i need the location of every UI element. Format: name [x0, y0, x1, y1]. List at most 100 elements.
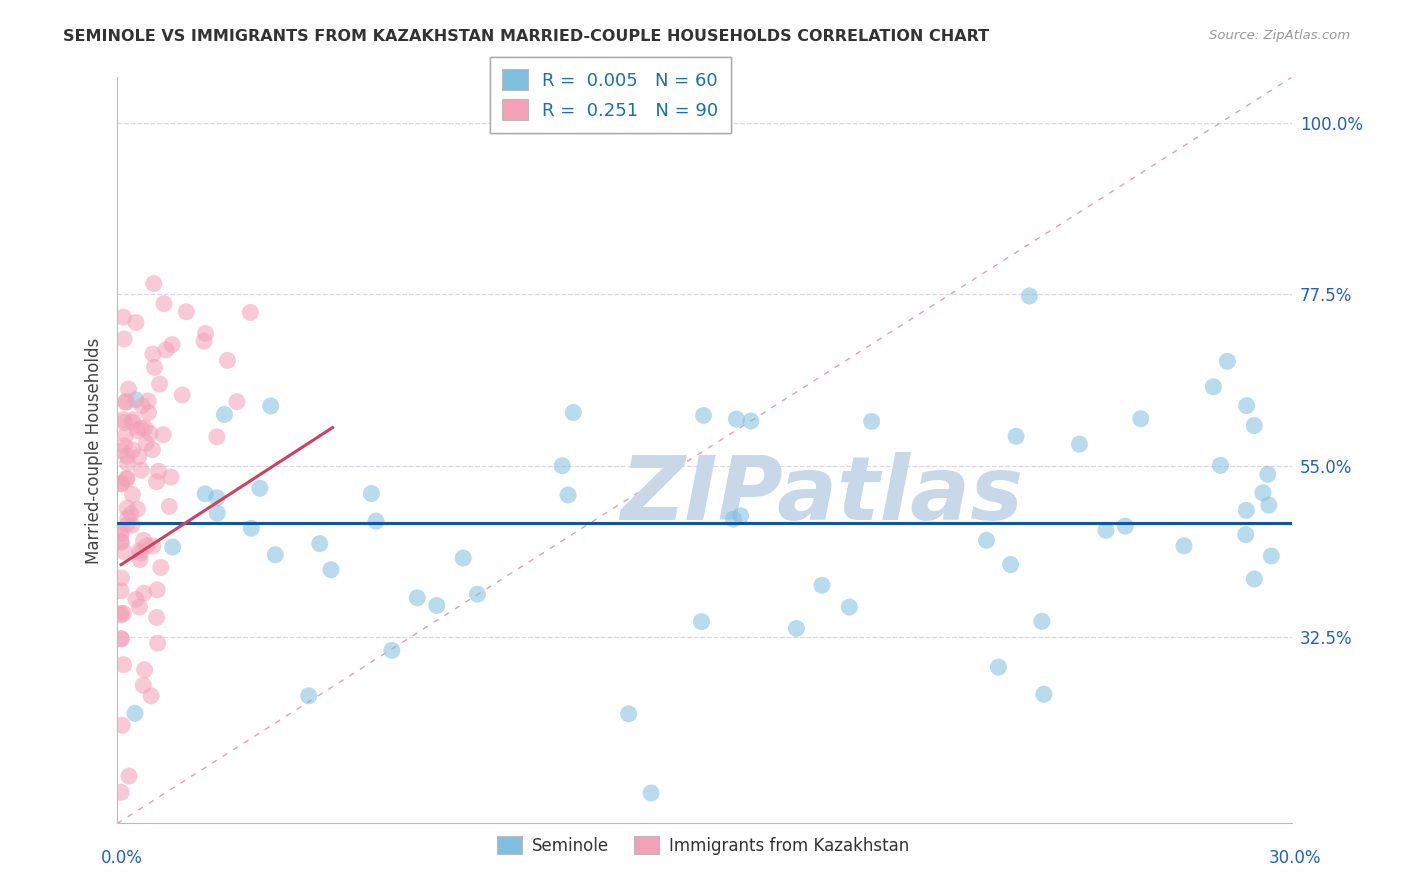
Point [381, 643, 404, 657]
Point [467, 587, 489, 601]
Point [155, 343, 177, 357]
Point [127, 502, 149, 516]
Point [136, 394, 159, 409]
Point [217, 353, 239, 368]
Point [451, 551, 474, 566]
Point [141, 442, 163, 457]
Point [132, 678, 155, 692]
Point [128, 450, 150, 464]
Point [148, 377, 170, 392]
Text: SEMINOLE VS IMMIGRANTS FROM KAZAKHSTAN MARRIED-COUPLE HOUSEHOLDS CORRELATION CHA: SEMINOLE VS IMMIGRANTS FROM KAZAKHSTAN M… [63, 29, 990, 44]
Point [162, 540, 184, 554]
Point [160, 470, 183, 484]
Point [148, 464, 170, 478]
Point [131, 421, 153, 435]
Point [1173, 539, 1195, 553]
Point [725, 412, 748, 426]
Point [194, 487, 217, 501]
Text: Source: ZipAtlas.com: Source: ZipAtlas.com [1209, 29, 1350, 42]
Point [239, 305, 262, 319]
Point [110, 571, 132, 585]
Point [115, 517, 138, 532]
Point [110, 527, 132, 541]
Point [1260, 549, 1282, 563]
Point [135, 539, 157, 553]
Point [557, 488, 579, 502]
Point [785, 622, 807, 636]
Point [125, 592, 148, 607]
Point [117, 382, 139, 396]
Point [1005, 429, 1028, 443]
Point [129, 552, 152, 566]
Point [110, 476, 132, 491]
Point [120, 507, 142, 521]
Point [121, 413, 143, 427]
Point [138, 406, 160, 420]
Point [139, 426, 162, 441]
Point [172, 388, 194, 402]
Point [145, 475, 167, 489]
Point [617, 706, 640, 721]
Point [240, 521, 263, 535]
Point [260, 399, 283, 413]
Y-axis label: Married-couple Households: Married-couple Households [86, 337, 103, 564]
Point [360, 486, 382, 500]
Point [145, 610, 167, 624]
Point [128, 543, 150, 558]
Point [1031, 615, 1053, 629]
Point [110, 632, 132, 646]
Point [838, 600, 860, 615]
Point [205, 491, 228, 505]
Point [640, 786, 662, 800]
Point [1032, 687, 1054, 701]
Point [142, 539, 165, 553]
Point [112, 657, 135, 672]
Point [110, 523, 132, 537]
Point [264, 548, 287, 562]
Point [730, 508, 752, 523]
Point [115, 449, 138, 463]
Point [134, 663, 156, 677]
Point [1000, 558, 1022, 572]
Point [225, 394, 247, 409]
Point [1234, 503, 1257, 517]
Point [142, 277, 165, 291]
Point [1251, 485, 1274, 500]
Point [131, 463, 153, 477]
Point [1018, 289, 1040, 303]
Point [214, 408, 236, 422]
Point [115, 471, 138, 485]
Point [115, 501, 138, 516]
Point [125, 392, 148, 407]
Point [115, 428, 138, 442]
Text: 0.0%: 0.0% [101, 849, 143, 867]
Point [110, 583, 132, 598]
Point [1243, 572, 1265, 586]
Point [308, 536, 330, 550]
Point [149, 560, 172, 574]
Point [364, 514, 387, 528]
Point [811, 578, 834, 592]
Point [115, 472, 138, 486]
Point [117, 510, 139, 524]
Point [249, 481, 271, 495]
Point [1257, 467, 1279, 482]
Point [118, 769, 141, 783]
Point [146, 636, 169, 650]
Point [1202, 380, 1225, 394]
Point [551, 458, 574, 473]
Point [157, 500, 180, 514]
Point [562, 405, 585, 419]
Point [153, 296, 176, 310]
Point [110, 632, 132, 646]
Point [194, 326, 217, 341]
Point [1209, 458, 1232, 473]
Point [146, 582, 169, 597]
Legend: Seminole, Immigrants from Kazakhstan: Seminole, Immigrants from Kazakhstan [491, 830, 915, 862]
Point [142, 347, 165, 361]
Point [1236, 399, 1258, 413]
Point [114, 544, 136, 558]
Point [1216, 354, 1239, 368]
Point [298, 689, 321, 703]
Point [112, 607, 135, 621]
